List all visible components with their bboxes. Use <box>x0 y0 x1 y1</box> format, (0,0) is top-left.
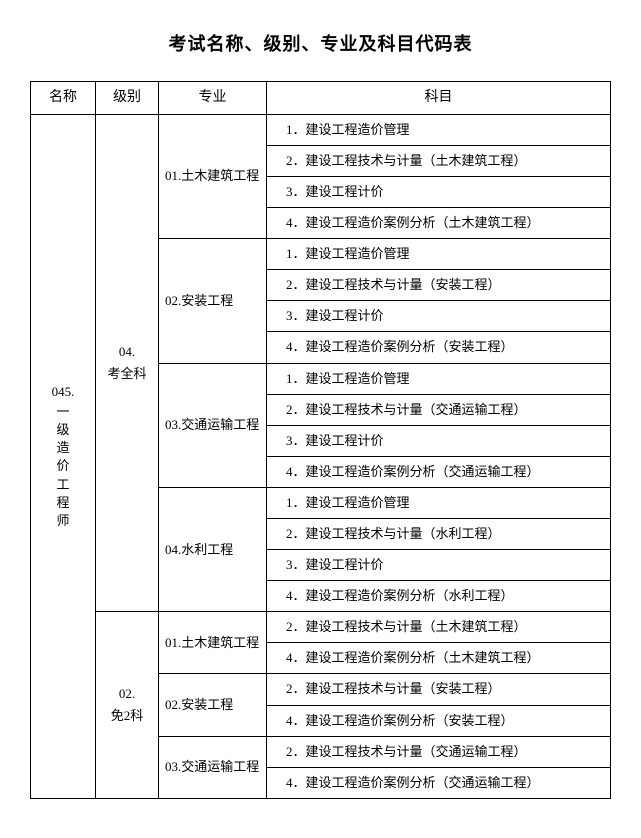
subject-cell: 1．建设工程造价管理 <box>267 363 611 394</box>
major-cell: 02.安装工程 <box>159 239 267 363</box>
major-cell: 01.土木建筑工程 <box>159 114 267 238</box>
subject-cell: 4．建设工程造价案例分析（土木建筑工程） <box>267 643 611 674</box>
subject-cell: 1．建设工程造价管理 <box>267 487 611 518</box>
subject-cell: 3．建设工程计价 <box>267 176 611 207</box>
subject-cell: 4．建设工程造价案例分析（安装工程） <box>267 332 611 363</box>
subject-cell: 4．建设工程造价案例分析（安装工程） <box>267 705 611 736</box>
subject-cell: 2．建设工程技术与计量（土木建筑工程） <box>267 145 611 176</box>
code-table: 名称 级别 专业 科目 045.一级造价工程师04.考全科01.土木建筑工程 1… <box>30 81 611 799</box>
subject-cell: 3．建设工程计价 <box>267 301 611 332</box>
level-cell: 04.考全科 <box>96 114 159 612</box>
major-cell: 01.土木建筑工程 <box>159 612 267 674</box>
major-cell: 04.水利工程 <box>159 487 267 611</box>
major-cell: 03.交通运输工程 <box>159 736 267 798</box>
major-cell: 02.安装工程 <box>159 674 267 736</box>
table-body: 045.一级造价工程师04.考全科01.土木建筑工程 1．建设工程造价管理 2．… <box>31 114 611 798</box>
page-title: 考试名称、级别、专业及科目代码表 <box>30 30 611 56</box>
header-major: 专业 <box>159 82 267 115</box>
table-row: 045.一级造价工程师04.考全科01.土木建筑工程 1．建设工程造价管理 <box>31 114 611 145</box>
subject-cell: 4．建设工程造价案例分析（土木建筑工程） <box>267 208 611 239</box>
table-row: 02.免2科01.土木建筑工程 2．建设工程技术与计量（土木建筑工程） <box>31 612 611 643</box>
subject-cell: 2．建设工程技术与计量（交通运输工程） <box>267 394 611 425</box>
level-cell: 02.免2科 <box>96 612 159 799</box>
header-level: 级别 <box>96 82 159 115</box>
subject-cell: 3．建设工程计价 <box>267 550 611 581</box>
subject-cell: 2．建设工程技术与计量（水利工程） <box>267 519 611 550</box>
major-cell: 03.交通运输工程 <box>159 363 267 487</box>
subject-cell: 2．建设工程技术与计量（交通运输工程） <box>267 736 611 767</box>
header-name: 名称 <box>31 82 96 115</box>
header-subject: 科目 <box>267 82 611 115</box>
subject-cell: 3．建设工程计价 <box>267 425 611 456</box>
name-cell: 045.一级造价工程师 <box>31 114 96 798</box>
subject-cell: 4．建设工程造价案例分析（交通运输工程） <box>267 456 611 487</box>
subject-cell: 2．建设工程技术与计量（土木建筑工程） <box>267 612 611 643</box>
subject-cell: 4．建设工程造价案例分析（交通运输工程） <box>267 767 611 798</box>
subject-cell: 4．建设工程造价案例分析（水利工程） <box>267 581 611 612</box>
subject-cell: 2．建设工程技术与计量（安装工程） <box>267 674 611 705</box>
subject-cell: 2．建设工程技术与计量（安装工程） <box>267 270 611 301</box>
subject-cell: 1．建设工程造价管理 <box>267 114 611 145</box>
subject-cell: 1．建设工程造价管理 <box>267 239 611 270</box>
